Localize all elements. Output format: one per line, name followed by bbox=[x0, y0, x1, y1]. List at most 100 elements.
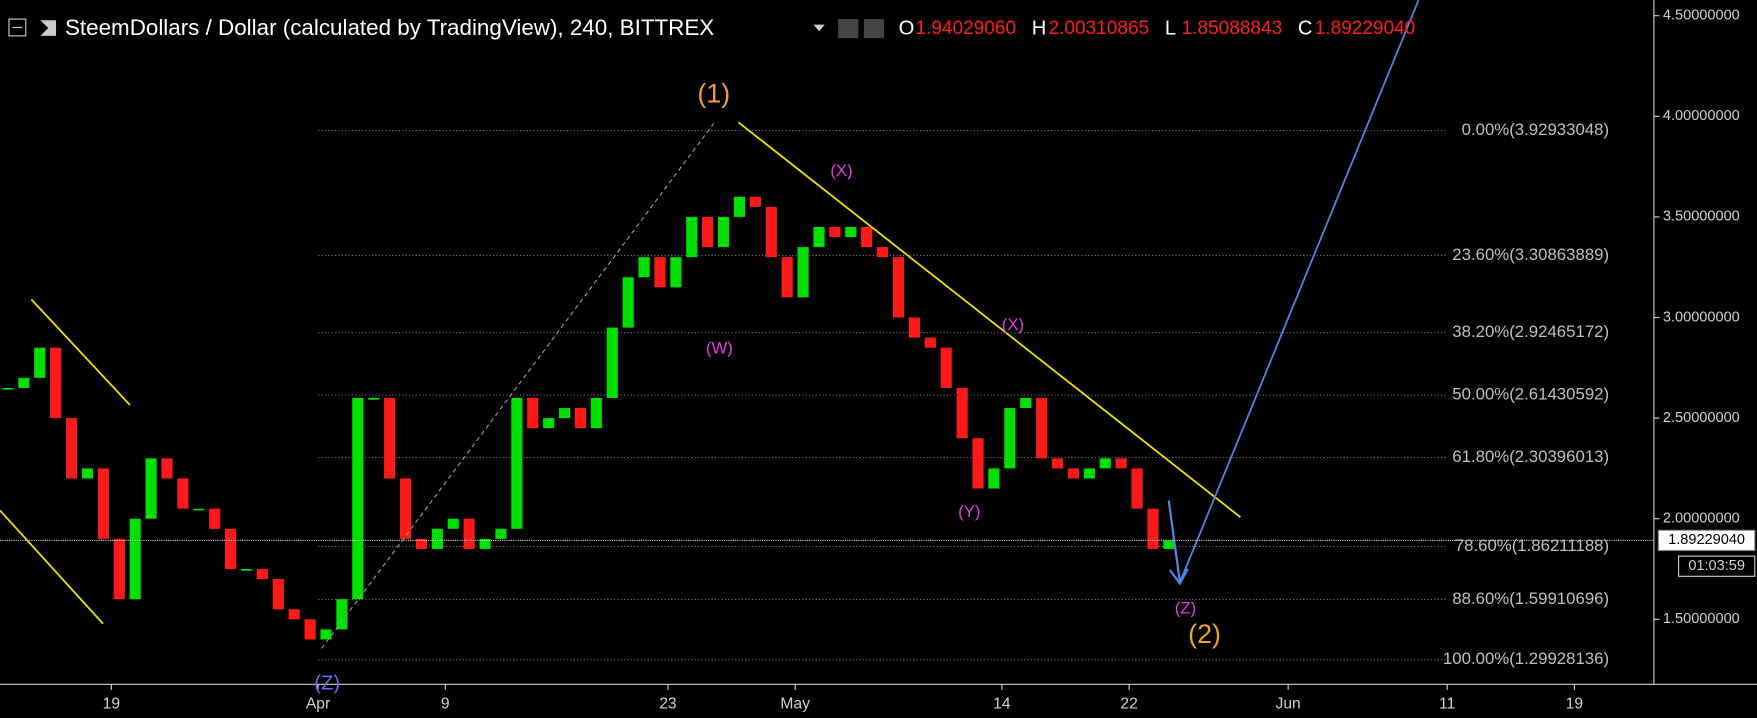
candle bbox=[781, 257, 793, 298]
dropdown-caret[interactable] bbox=[813, 24, 825, 32]
candles bbox=[2, 196, 1175, 640]
ohlc-value: 1.85088843 bbox=[1182, 18, 1283, 39]
trendline bbox=[737, 121, 1241, 518]
candle bbox=[543, 418, 555, 429]
last-price-box bbox=[1657, 529, 1756, 552]
candle bbox=[590, 397, 602, 429]
candle bbox=[50, 347, 62, 419]
projection-line bbox=[1179, 0, 1420, 583]
x-tick-label: Apr bbox=[306, 696, 330, 713]
ohlc-key: O bbox=[899, 17, 915, 39]
candle bbox=[1036, 397, 1048, 459]
candle bbox=[352, 397, 364, 600]
candle bbox=[288, 609, 300, 620]
wave-label: (Y) bbox=[958, 502, 980, 521]
candle bbox=[1147, 508, 1159, 549]
y-tick-label: 1.50000000 bbox=[1663, 611, 1740, 627]
candle bbox=[511, 397, 523, 529]
candle bbox=[65, 418, 78, 479]
candle bbox=[225, 528, 237, 570]
settings-icon[interactable] bbox=[863, 19, 885, 39]
fib-label: 88.60%(1.59910696) bbox=[1452, 589, 1609, 608]
y-tick-label: 3.00000000 bbox=[1663, 309, 1740, 325]
fib-label: 50.00%(2.61430592) bbox=[1452, 385, 1609, 404]
candle bbox=[1099, 458, 1111, 469]
ohlc-value: 1.94029060 bbox=[915, 18, 1016, 39]
candle bbox=[702, 216, 714, 248]
fib-label: 100.00%(1.29928136) bbox=[1443, 649, 1609, 668]
price-axis-panel bbox=[1653, 0, 1757, 718]
candle bbox=[654, 257, 666, 288]
y-tick-label: 2.00000000 bbox=[1663, 511, 1740, 527]
fib-label: 38.20%(2.92465172) bbox=[1452, 322, 1609, 341]
candle bbox=[161, 458, 173, 479]
candle bbox=[845, 226, 857, 238]
candle bbox=[574, 408, 587, 429]
candle bbox=[908, 317, 920, 338]
trendline bbox=[0, 509, 104, 625]
countdown-box bbox=[1678, 555, 1756, 577]
x-tick-label: 19 bbox=[1566, 696, 1583, 713]
candle bbox=[479, 538, 491, 549]
candle bbox=[272, 579, 284, 610]
fib-group: 0.00%(3.92933048) 23.60%(3.30863889) 38.20… bbox=[318, 120, 1609, 668]
y-tick-label: 2.50000000 bbox=[1663, 410, 1740, 426]
candle bbox=[2, 387, 14, 390]
candle bbox=[447, 518, 459, 529]
eye-icon[interactable] bbox=[838, 19, 859, 39]
wave-label: (2) bbox=[1188, 619, 1221, 649]
ohlc-key: C bbox=[1298, 17, 1313, 39]
candle bbox=[940, 347, 952, 388]
candle bbox=[1020, 397, 1032, 409]
candle bbox=[129, 518, 141, 600]
x-tick-label: 22 bbox=[1120, 696, 1137, 713]
candle bbox=[718, 216, 730, 248]
y-tick-label: 3.50000000 bbox=[1663, 209, 1740, 225]
candle bbox=[527, 397, 539, 429]
candle bbox=[209, 508, 221, 529]
candle bbox=[606, 327, 618, 398]
candle bbox=[145, 458, 157, 519]
wave-label: (1) bbox=[697, 78, 730, 108]
candle bbox=[1004, 408, 1016, 469]
candle bbox=[956, 387, 968, 439]
wave-label: (X) bbox=[1002, 315, 1024, 334]
x-tick-label: Jun bbox=[1276, 696, 1301, 713]
collapse-icon[interactable] bbox=[8, 18, 27, 37]
candle bbox=[686, 216, 698, 258]
ohlc-value: 1.89229040 bbox=[1315, 18, 1416, 39]
candle bbox=[113, 538, 125, 600]
candle bbox=[399, 478, 412, 539]
x-tick-label: 11 bbox=[1439, 696, 1455, 713]
candle bbox=[304, 619, 316, 640]
x-tick-label: 23 bbox=[659, 696, 677, 713]
candle bbox=[813, 226, 825, 248]
wave-label: (Z) bbox=[1175, 599, 1196, 618]
candle bbox=[972, 438, 984, 489]
ohlc-value: 2.00310865 bbox=[1049, 18, 1150, 39]
candle bbox=[384, 397, 396, 479]
x-tick-label: May bbox=[780, 696, 810, 713]
candle bbox=[765, 206, 777, 258]
candle bbox=[1115, 458, 1127, 469]
fib-label: 61.80%(2.30396013) bbox=[1452, 447, 1609, 466]
wave-label: (Z) bbox=[314, 673, 340, 695]
candle bbox=[622, 277, 634, 328]
candle bbox=[495, 528, 507, 539]
candle bbox=[638, 257, 650, 278]
candle bbox=[1067, 468, 1080, 479]
candle bbox=[733, 196, 746, 217]
candle bbox=[861, 226, 873, 248]
trendline bbox=[30, 298, 131, 406]
candle bbox=[336, 599, 348, 630]
candle bbox=[193, 508, 205, 511]
candle bbox=[320, 629, 332, 640]
candle bbox=[1163, 540, 1175, 549]
candle bbox=[463, 518, 475, 549]
candle bbox=[1051, 458, 1064, 469]
candle bbox=[34, 347, 46, 378]
y-tick-label: 4.50000000 bbox=[1663, 8, 1740, 24]
